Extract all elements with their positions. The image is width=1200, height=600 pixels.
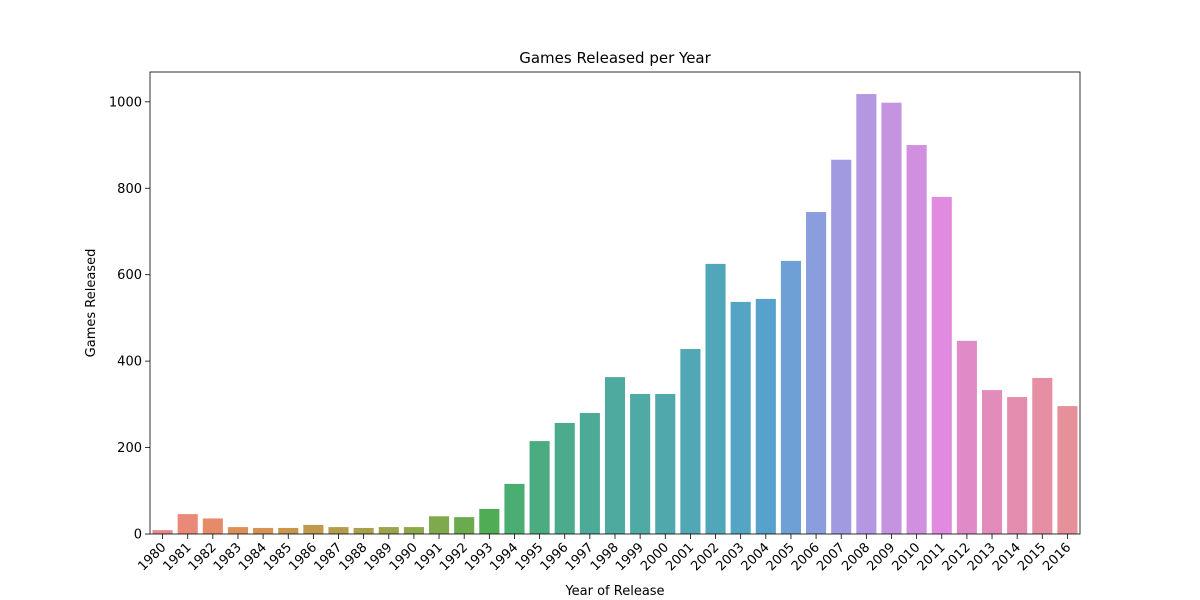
x-tick-label: 2001 <box>663 540 697 574</box>
bar <box>730 301 751 534</box>
x-tick-label: 1995 <box>512 540 546 574</box>
x-tick-label: 2005 <box>764 540 798 574</box>
bar <box>981 390 1003 534</box>
bar <box>227 527 249 534</box>
bar <box>177 514 198 534</box>
bar <box>705 263 726 534</box>
y-tick-label: 0 <box>134 528 142 543</box>
x-tick-label: 2014 <box>990 540 1024 574</box>
bar <box>253 527 274 534</box>
x-axis-label: Year of Release <box>564 584 664 599</box>
x-tick-label: 2004 <box>739 540 773 574</box>
x-tick-label: 1982 <box>186 540 220 574</box>
x-tick-label: 1987 <box>311 540 345 574</box>
bar <box>303 524 324 534</box>
bar <box>429 516 450 534</box>
x-tick-label: 2010 <box>889 540 923 574</box>
bar <box>378 527 399 534</box>
bar <box>529 441 550 534</box>
x-tick-label: 2016 <box>1040 540 1074 574</box>
bar <box>152 530 173 534</box>
x-tick-label: 1994 <box>487 540 521 574</box>
y-tick-label: 600 <box>117 268 142 283</box>
bar <box>604 377 626 534</box>
bar <box>1007 396 1028 534</box>
x-tick-label: 2012 <box>940 540 974 574</box>
y-tick-label: 200 <box>117 441 142 456</box>
x-tick-label: 2003 <box>713 540 747 574</box>
y-axis-label: Games Released <box>84 249 99 358</box>
bar <box>630 393 651 534</box>
bar <box>931 196 952 534</box>
x-tick-label: 1991 <box>412 540 446 574</box>
bar <box>554 422 575 534</box>
x-tick-label: 1998 <box>588 540 622 574</box>
x-tick-label: 2000 <box>638 540 672 574</box>
y-tick-label: 800 <box>117 182 142 197</box>
x-tick-label: 1988 <box>336 540 370 574</box>
bar <box>353 527 374 534</box>
bar <box>454 517 475 534</box>
x-tick-label: 1993 <box>462 540 496 574</box>
x-tick-label: 1980 <box>135 540 169 574</box>
x-tick-label: 1985 <box>261 540 295 574</box>
x-tick-label: 2008 <box>839 540 873 574</box>
chart-title: Games Released per Year <box>519 49 711 67</box>
bar <box>680 349 701 534</box>
bar <box>328 527 349 534</box>
bar <box>579 412 600 534</box>
bar <box>1057 406 1078 534</box>
x-tick-label: 1986 <box>286 540 320 574</box>
bar <box>278 527 299 534</box>
bar <box>806 212 827 535</box>
plot-frame <box>149 71 1081 535</box>
x-tick-label: 2007 <box>814 540 848 574</box>
bar <box>403 527 424 534</box>
bar <box>956 340 977 534</box>
x-tick-label: 1984 <box>236 540 270 574</box>
x-tick-label: 1999 <box>613 540 647 574</box>
x-tick-label: 1981 <box>161 540 195 574</box>
x-tick-label: 1996 <box>538 540 572 574</box>
y-tick-label: 400 <box>117 355 142 370</box>
x-tick-label: 2011 <box>915 540 949 574</box>
bar <box>881 102 902 534</box>
x-tick-label: 1997 <box>563 540 597 574</box>
bar <box>831 159 852 534</box>
bar <box>780 260 801 534</box>
bar <box>856 94 877 534</box>
bar <box>1032 377 1053 534</box>
x-tick-label: 1990 <box>387 540 421 574</box>
bar <box>906 145 927 534</box>
bar <box>202 518 223 534</box>
x-tick-label: 2002 <box>688 540 722 574</box>
x-tick-label: 1992 <box>437 540 471 574</box>
x-tick-label: 2013 <box>965 540 999 574</box>
bar <box>504 483 525 534</box>
x-tick-label: 1989 <box>362 540 396 574</box>
x-tick-label: 2006 <box>789 540 823 574</box>
bar <box>755 298 776 534</box>
x-tick-label: 2009 <box>864 540 898 574</box>
y-tick-label: 1000 <box>109 95 142 110</box>
x-tick-label: 2015 <box>1015 540 1049 574</box>
x-tick-label: 1983 <box>211 540 245 574</box>
bar <box>655 393 676 534</box>
bar <box>479 508 500 534</box>
